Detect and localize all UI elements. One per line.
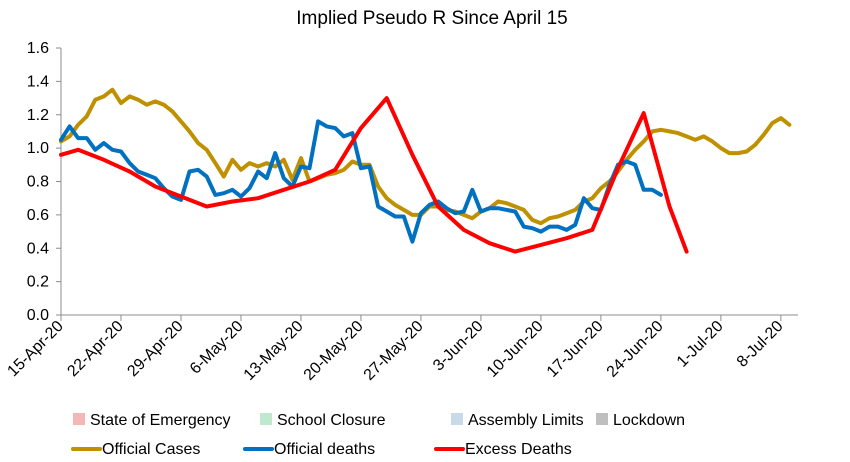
x-tick-label: 3-Jun-20	[430, 318, 487, 375]
x-tick-label: 29-Apr-20	[124, 318, 186, 380]
y-tick-label: 0.2	[27, 274, 49, 291]
x-tick-label: 10-Jun-20	[484, 318, 547, 381]
y-tick-label: 1.0	[27, 140, 49, 157]
legend-label-official-cases: Official Cases	[102, 441, 200, 458]
y-tick-label: 0.8	[27, 174, 49, 191]
x-tick-label: 24-Jun-20	[604, 318, 667, 381]
series-line-official-cases	[59, 87, 792, 226]
y-tick-label: 1.4	[27, 73, 49, 90]
chart-title: Implied Pseudo R Since April 15	[296, 8, 567, 29]
y-tick-label: 0.0	[27, 307, 49, 324]
x-tick-label: 20-May-20	[301, 318, 367, 384]
x-tick-label: 15-Apr-20	[4, 318, 66, 380]
legend-swatch-school-closure	[260, 413, 272, 425]
legend-label-state-of-emergency: State of Emergency	[90, 412, 231, 429]
y-axis: 0.0 0.2 0.4 0.6 0.8 1.0 1.2 1.4 1.6	[27, 40, 62, 324]
legend-swatch-lockdown	[596, 413, 608, 425]
y-tick-label: 1.6	[27, 40, 49, 57]
legend-label-lockdown: Lockdown	[613, 412, 685, 429]
series-line-official-deaths	[59, 119, 663, 244]
legend-label-assembly-limits: Assembly Limits	[468, 412, 584, 429]
x-tick-label: 1-Jul-20	[674, 318, 727, 371]
legend: State of Emergency School Closure Assembly…	[71, 412, 685, 458]
legend-label-school-closure: School Closure	[277, 412, 386, 429]
series-lines	[59, 87, 792, 254]
legend-swatch-assembly-limits	[451, 413, 463, 425]
x-tick-label: 8-Jul-20	[734, 318, 787, 371]
x-tick-label: 17-Jun-20	[544, 318, 607, 381]
x-tick-label: 6-May-20	[187, 318, 247, 378]
legend-label-official-deaths: Official deaths	[274, 441, 375, 458]
legend-swatch-state-of-emergency	[73, 413, 85, 425]
x-tick-label: 13-May-20	[241, 318, 307, 384]
y-tick-label: 1.2	[27, 107, 49, 124]
y-tick-label: 0.4	[27, 240, 49, 257]
y-tick-label: 0.6	[27, 207, 49, 224]
x-tick-label: 27-May-20	[361, 318, 427, 384]
x-tick-label: 22-Apr-20	[64, 318, 126, 380]
legend-label-excess-deaths: Excess Deaths	[465, 441, 572, 458]
series-line-excess-deaths	[59, 96, 689, 254]
